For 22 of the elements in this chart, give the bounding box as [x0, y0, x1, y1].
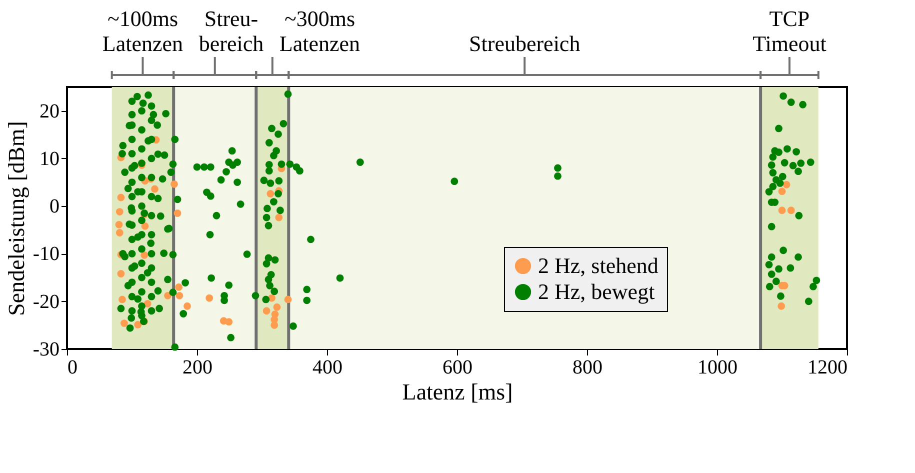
y-tick-label: 20 [40, 100, 60, 122]
y-tick-label: -20 [32, 290, 60, 313]
band-label: TCP Timeout [752, 6, 826, 56]
y-tick-label: -10 [32, 243, 60, 266]
band-label: Streubereich [469, 31, 580, 56]
x-tick-label: 800 [572, 356, 602, 378]
x-tick-label: 1200 [808, 356, 848, 378]
legend-label: 2 Hz, bewegt [538, 279, 655, 304]
band-label: Streu- bereich [198, 6, 264, 56]
band-label: ~100ms Latenzen [102, 6, 184, 56]
x-axis-title: Latenz [ms] [402, 380, 513, 404]
x-tick-label: 600 [442, 356, 472, 378]
y-tick-label: 0 [50, 196, 60, 218]
x-tick-label: 0 [68, 356, 78, 378]
legend-label: 2 Hz, stehend [538, 253, 658, 278]
band-label: ~300ms Latenzen [279, 6, 360, 56]
y-axis-title: Sendeleistung [dBm] [4, 121, 29, 316]
x-tick-label: 400 [312, 356, 342, 378]
y-tick-label: 10 [40, 148, 60, 170]
x-tick-label: 1000 [698, 356, 738, 378]
y-tick-label: -30 [32, 338, 60, 360]
x-tick-label: 200 [182, 356, 212, 378]
